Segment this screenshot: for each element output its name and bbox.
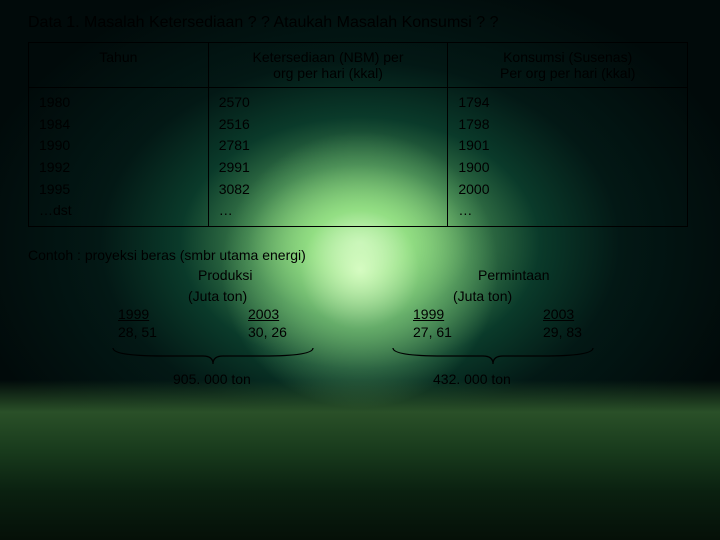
year-1999-dem: 1999 <box>413 304 543 324</box>
ton-value-2: 432. 000 ton <box>433 369 511 389</box>
dem-1999: 27, 61 <box>413 322 543 342</box>
year-1999-prod: 1999 <box>118 304 248 324</box>
unit-permintaan: (Juta ton) <box>453 286 512 306</box>
example-label: Contoh : proyeksi beras (smbr utama ener… <box>28 245 692 265</box>
data-table: Tahun Ketersediaan (NBM) per org per har… <box>28 42 688 227</box>
ton-value-1: 905. 000 ton <box>173 369 363 389</box>
brace-icon <box>108 345 318 367</box>
permintaan-label: Permintaan <box>478 265 550 285</box>
slide-content: Data 1. Masalah Ketersediaan ? ? Ataukah… <box>0 0 720 403</box>
cell-years: 1980 1984 1990 1992 1995 …dst <box>29 88 209 227</box>
cell-cons: 1794 1798 1901 1900 2000 … <box>448 88 688 227</box>
dem-2003: 29, 83 <box>543 322 582 342</box>
table-header-konsumsi: Konsumsi (Susenas) Per org per hari (kka… <box>448 43 688 88</box>
year-2003-prod: 2003 <box>248 304 413 324</box>
cell-avail: 2570 2516 2781 2991 3082 … <box>208 88 448 227</box>
prod-2003: 30, 26 <box>248 322 413 342</box>
year-2003-dem: 2003 <box>543 304 574 324</box>
table-header-ketersediaan: Ketersediaan (NBM) per org per hari (kka… <box>208 43 448 88</box>
brace-icon <box>388 345 598 367</box>
prod-1999: 28, 51 <box>118 322 248 342</box>
example-section: Contoh : proyeksi beras (smbr utama ener… <box>28 245 692 389</box>
table-header-tahun: Tahun <box>29 43 209 88</box>
table-row: 1980 1984 1990 1992 1995 …dst 2570 2516 … <box>29 88 688 227</box>
slide-title: Data 1. Masalah Ketersediaan ? ? Ataukah… <box>28 14 692 32</box>
unit-produksi: (Juta ton) <box>188 286 403 306</box>
produksi-label: Produksi <box>198 265 418 285</box>
